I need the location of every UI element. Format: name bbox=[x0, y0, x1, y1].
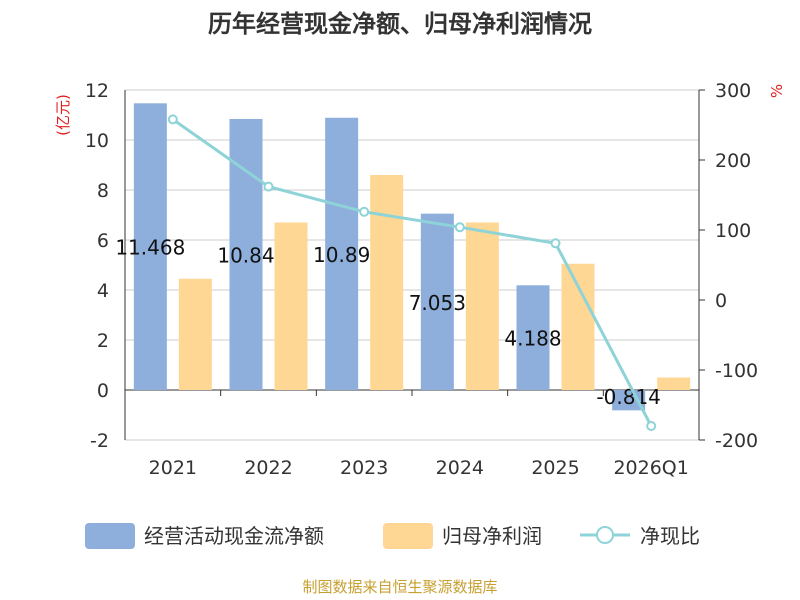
net-profit-bar bbox=[465, 222, 499, 390]
y-right-tick-label: 300 bbox=[715, 80, 751, 102]
net-profit-bar bbox=[370, 175, 404, 390]
net-profit-bar bbox=[178, 278, 212, 390]
y-left-tick-label: 12 bbox=[85, 80, 109, 102]
cash-flow-data-label: 7.053 bbox=[409, 291, 466, 315]
x-tick-label: 2023 bbox=[340, 457, 388, 479]
legend-net-cash-ratio-marker bbox=[596, 526, 614, 544]
cash-flow-bar bbox=[612, 390, 646, 411]
y-left-tick-label: 2 bbox=[97, 330, 109, 352]
net-cash-ratio-point bbox=[550, 238, 561, 249]
net-cash-ratio-point bbox=[454, 222, 465, 233]
cash-flow-bar bbox=[133, 103, 167, 391]
y-right-tick-label: 100 bbox=[715, 220, 751, 242]
x-tick-label: 2026Q1 bbox=[613, 457, 688, 479]
x-tick-label: 2024 bbox=[436, 457, 484, 479]
cash-flow-data-label: 4.188 bbox=[504, 327, 561, 351]
legend-net-profit-label: 归母净利润 bbox=[442, 524, 542, 548]
y-right-tick-label: -100 bbox=[715, 360, 758, 382]
net-profit-bar bbox=[657, 377, 691, 390]
net-cash-ratio-point bbox=[359, 206, 370, 217]
y-right-tick-label: 200 bbox=[715, 150, 751, 172]
net-cash-ratio-point bbox=[167, 114, 178, 125]
y-right-tick-label: 0 bbox=[715, 290, 727, 312]
net-profit-bar bbox=[561, 263, 595, 390]
cash-flow-bar bbox=[325, 117, 359, 390]
y-right-axis-label: % bbox=[768, 84, 786, 98]
net-cash-ratio-point bbox=[263, 181, 274, 192]
y-left-tick-label: 4 bbox=[97, 280, 109, 302]
legend-cash-flow-label: 经营活动现金流净额 bbox=[144, 524, 324, 548]
y-left-axis-label: (亿元) bbox=[54, 94, 72, 136]
legend-net-profit-swatch bbox=[383, 523, 433, 549]
cash-flow-bar bbox=[420, 213, 454, 390]
net-cash-ratio-point bbox=[646, 421, 657, 431]
y-left-tick-label: -2 bbox=[90, 430, 109, 452]
chart-title: 历年经营现金净额、归母净利润情况 bbox=[208, 10, 592, 38]
net-cash-ratio-line bbox=[171, 118, 653, 427]
cash-flow-data-label: 10.89 bbox=[313, 243, 370, 267]
cash-flow-data-label: 11.468 bbox=[115, 236, 185, 260]
y-left-tick-label: 10 bbox=[85, 130, 109, 152]
y-left-tick-label: 6 bbox=[97, 230, 109, 252]
legend-net-cash-ratio-label: 净现比 bbox=[640, 524, 700, 548]
x-tick-label: 2025 bbox=[531, 457, 579, 479]
data-source-footer: 制图数据来自恒生聚源数据库 bbox=[302, 578, 498, 596]
y-left-tick-label: 0 bbox=[97, 380, 109, 402]
y-left-tick-label: 8 bbox=[97, 180, 109, 202]
cash-flow-bar bbox=[516, 285, 550, 390]
x-tick-label: 2022 bbox=[244, 457, 292, 479]
cash-flow-data-label: 10.84 bbox=[217, 243, 274, 267]
net-profit-bar bbox=[274, 222, 308, 390]
cash-flow-data-label: -0.814 bbox=[596, 385, 660, 409]
legend-cash-flow-swatch bbox=[85, 523, 135, 549]
y-right-tick-label: -200 bbox=[715, 430, 758, 452]
x-tick-label: 2021 bbox=[149, 457, 197, 479]
